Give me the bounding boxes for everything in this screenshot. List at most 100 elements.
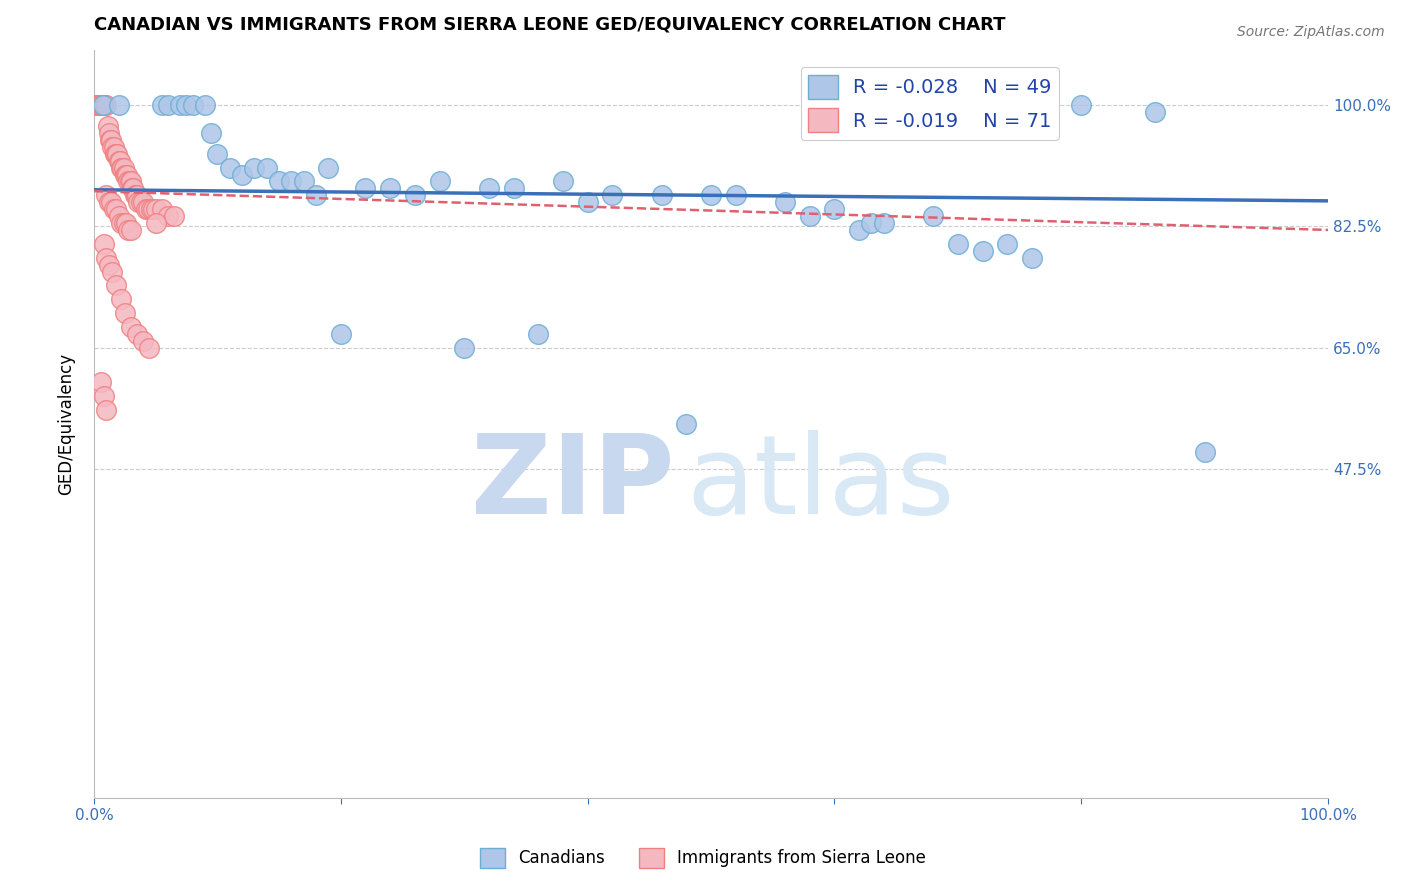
Y-axis label: GED/Equivalency: GED/Equivalency — [58, 353, 75, 495]
Text: atlas: atlas — [686, 430, 955, 537]
Point — [105, 146, 128, 161]
Point — [150, 202, 173, 217]
Point — [150, 98, 173, 112]
Point — [551, 174, 574, 188]
Point — [129, 195, 152, 210]
Point — [114, 168, 136, 182]
Point — [724, 188, 747, 202]
Point — [256, 161, 278, 175]
Point — [1021, 251, 1043, 265]
Point — [378, 181, 401, 195]
Point — [163, 209, 186, 223]
Point — [136, 202, 159, 217]
Point — [453, 341, 475, 355]
Point — [1194, 444, 1216, 458]
Text: Source: ZipAtlas.com: Source: ZipAtlas.com — [1237, 25, 1385, 39]
Point — [873, 216, 896, 230]
Point — [200, 126, 222, 140]
Point — [114, 306, 136, 320]
Point — [231, 168, 253, 182]
Point — [118, 174, 141, 188]
Point — [404, 188, 426, 202]
Point — [132, 334, 155, 348]
Point — [318, 161, 340, 175]
Point — [120, 174, 142, 188]
Point — [145, 202, 167, 217]
Point — [135, 202, 157, 217]
Point — [110, 161, 132, 175]
Point — [90, 98, 112, 112]
Point — [124, 188, 146, 202]
Point — [105, 202, 128, 217]
Point — [97, 258, 120, 272]
Point — [117, 223, 139, 237]
Point — [115, 168, 138, 182]
Point — [267, 174, 290, 188]
Point — [97, 195, 120, 210]
Point — [93, 389, 115, 403]
Point — [96, 119, 118, 133]
Point — [478, 181, 501, 195]
Text: CANADIAN VS IMMIGRANTS FROM SIERRA LEONE GED/EQUIVALENCY CORRELATION CHART: CANADIAN VS IMMIGRANTS FROM SIERRA LEONE… — [94, 15, 1005, 33]
Point — [101, 264, 124, 278]
Point — [139, 202, 162, 217]
Point — [96, 188, 118, 202]
Point — [773, 195, 796, 210]
Point — [125, 188, 148, 202]
Point — [117, 168, 139, 182]
Point — [675, 417, 697, 431]
Point — [1070, 98, 1092, 112]
Point — [87, 98, 110, 112]
Point — [105, 278, 128, 293]
Point — [93, 98, 115, 112]
Point — [142, 202, 165, 217]
Legend: R = -0.028    N = 49, R = -0.019    N = 71: R = -0.028 N = 49, R = -0.019 N = 71 — [800, 67, 1059, 140]
Point — [946, 236, 969, 251]
Point — [848, 223, 870, 237]
Point — [121, 181, 143, 195]
Point — [502, 181, 524, 195]
Point — [922, 209, 945, 223]
Point — [108, 153, 131, 168]
Point — [112, 161, 135, 175]
Point — [127, 326, 149, 341]
Point — [98, 133, 121, 147]
Point — [651, 188, 673, 202]
Point — [103, 140, 125, 154]
Point — [576, 195, 599, 210]
Point — [93, 236, 115, 251]
Point — [527, 326, 550, 341]
Point — [110, 216, 132, 230]
Point — [90, 376, 112, 390]
Point — [181, 98, 204, 112]
Point — [103, 202, 125, 217]
Point — [169, 98, 191, 112]
Point — [105, 146, 128, 161]
Point — [145, 216, 167, 230]
Point — [280, 174, 302, 188]
Point — [176, 98, 198, 112]
Point — [132, 195, 155, 210]
Point — [1144, 105, 1167, 120]
Point — [127, 188, 149, 202]
Point — [305, 188, 328, 202]
Point — [354, 181, 377, 195]
Point — [101, 140, 124, 154]
Point — [89, 98, 111, 112]
Point — [91, 98, 114, 112]
Point — [156, 209, 179, 223]
Point — [120, 320, 142, 334]
Point — [115, 216, 138, 230]
Point — [292, 174, 315, 188]
Point — [156, 98, 179, 112]
Point — [243, 161, 266, 175]
Point — [218, 161, 240, 175]
Point — [86, 98, 108, 112]
Point — [107, 153, 129, 168]
Point — [995, 236, 1018, 251]
Point — [700, 188, 723, 202]
Text: ZIP: ZIP — [471, 430, 673, 537]
Point — [112, 216, 135, 230]
Point — [100, 195, 122, 210]
Point — [122, 181, 145, 195]
